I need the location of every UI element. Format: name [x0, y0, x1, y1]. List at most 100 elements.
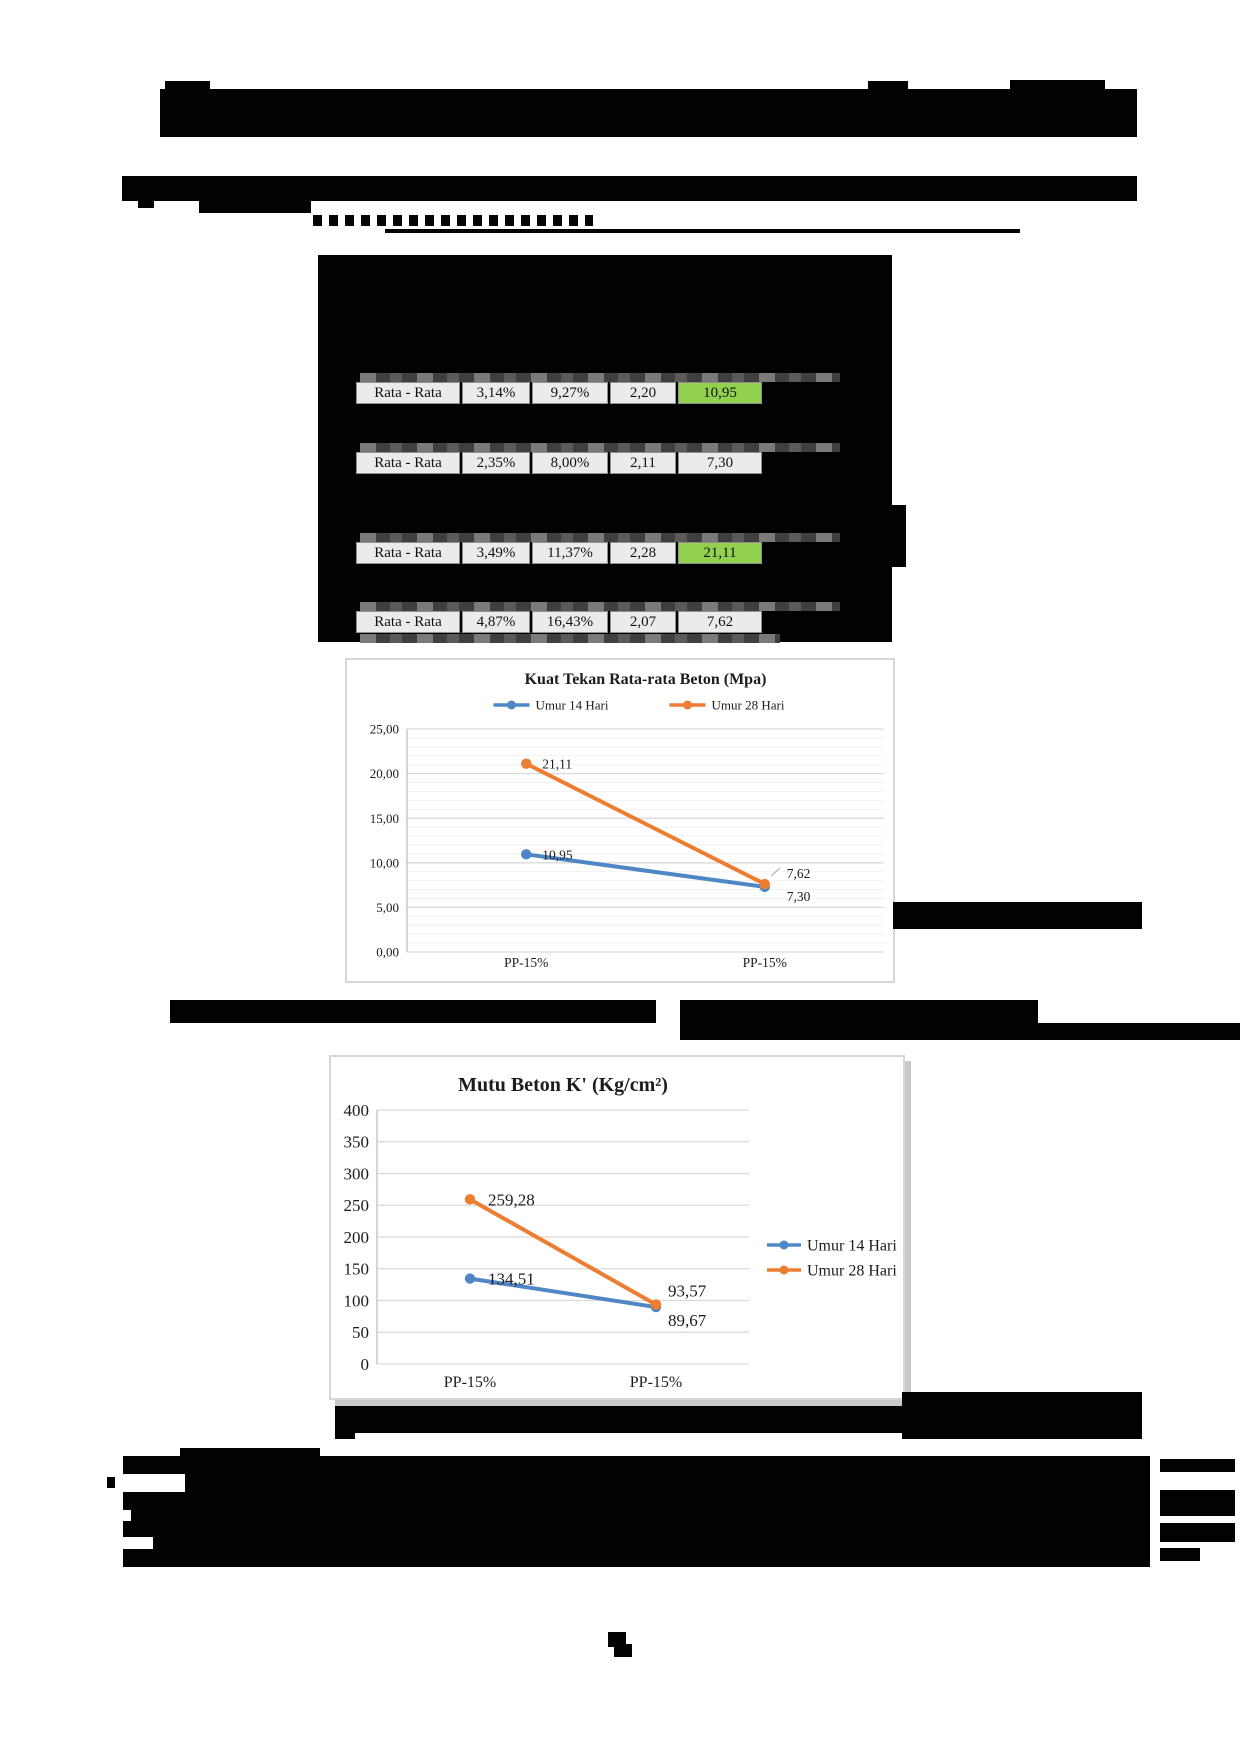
- legend-label: Umur 28 Hari: [807, 1263, 897, 1280]
- legend-label: Umur 14 Hari: [807, 1238, 897, 1255]
- data-label: 89,67: [668, 1311, 707, 1330]
- table-cell: 3,49%: [462, 542, 530, 564]
- series-line: [469, 1276, 657, 1310]
- redacted-right-column-bar: [1160, 1459, 1235, 1472]
- x-category-label: PP-15%: [504, 955, 548, 970]
- legend-label: Umur 28 Hari: [712, 698, 785, 713]
- data-label: 7,30: [787, 889, 811, 904]
- data-point-marker: [759, 878, 770, 890]
- table-cell: 11,37%: [532, 542, 608, 564]
- table-row-label: Rata - Rata: [356, 542, 460, 564]
- table-cell: 10,95: [678, 382, 762, 404]
- body-block-gap: [123, 1537, 153, 1549]
- redacted-dotted-leader: [313, 215, 593, 226]
- table-row-label: Rata - Rata: [356, 452, 460, 474]
- legend-marker-dot: [683, 700, 692, 710]
- table-cell: 3,14%: [462, 382, 530, 404]
- data-label: 7,62: [787, 866, 811, 881]
- mutu-beton-chart: 0 50 100 150 200 250 300 350 400 PP-15% PP-15% 134,…: [344, 1074, 898, 1391]
- y-tick-label: 5,00: [376, 900, 399, 915]
- series-line: [469, 1197, 657, 1307]
- redacted-row-smudge: [360, 533, 840, 542]
- y-tick-label: 100: [344, 1291, 370, 1310]
- redacted-right-column-bar: [1160, 1523, 1235, 1542]
- redacted-row-smudge: [360, 443, 840, 452]
- redacted-row-smudge: [360, 602, 840, 611]
- redacted-margin-bar: [893, 902, 1142, 929]
- redacted-row-smudge: [360, 634, 780, 643]
- redacted-paragraph-line: [122, 176, 1137, 201]
- table-cell: 7,62: [678, 611, 762, 633]
- legend-label: Umur 14 Hari: [536, 698, 609, 713]
- redacted-page-number: [608, 1632, 626, 1647]
- redacted-body-block: [123, 1456, 1150, 1567]
- label-leader-line: [770, 867, 781, 877]
- redacted-rule: [385, 229, 1020, 233]
- table-cell: 2,20: [610, 382, 676, 404]
- table-cell: 8,00%: [532, 452, 608, 474]
- y-tick-label: 25,00: [370, 722, 399, 737]
- y-tick-label: 0: [361, 1355, 370, 1374]
- y-tick-label: 20,00: [370, 766, 399, 781]
- table-cell: 2,28: [610, 542, 676, 564]
- redacted-row-smudge: [360, 373, 840, 382]
- mutu-beton-chart-frame: 0 50 100 150 200 250 300 350 400 PP-15% PP-15% 134,…: [329, 1055, 905, 1400]
- kuat-tekan-chart-frame: 0,00 5,00 10,00 15,00 20,00 25,00 PP-15% PP-15%…: [345, 658, 895, 983]
- table-cell: 4,87%: [462, 611, 530, 633]
- redacted-title-nub: [868, 81, 908, 90]
- table-cell: 2,35%: [462, 452, 530, 474]
- table-cell: 7,30: [678, 452, 762, 474]
- y-tick-label: 150: [344, 1260, 370, 1279]
- redacted-title-nub: [1010, 80, 1105, 90]
- y-tick-label: 250: [344, 1196, 370, 1215]
- series-line: [525, 761, 766, 886]
- redacted-caption-bar: [680, 1023, 1240, 1040]
- y-tick-label: 10,00: [370, 855, 399, 870]
- redacted-caption-bar: [170, 1000, 656, 1023]
- data-point-marker: [464, 1273, 476, 1284]
- redacted-caption-tail: [335, 1430, 355, 1439]
- data-point-marker: [521, 849, 532, 860]
- y-tick-label: 300: [344, 1164, 370, 1183]
- table-cell: 9,27%: [532, 382, 608, 404]
- body-block-gap: [123, 1474, 185, 1492]
- x-category-label: PP-15%: [444, 1374, 496, 1391]
- table-cell: 21,11: [678, 542, 762, 564]
- redacted-body-nub: [180, 1448, 320, 1457]
- data-point-marker: [464, 1194, 476, 1205]
- x-category-label: PP-15%: [743, 955, 787, 970]
- table-row-label: Rata - Rata: [356, 382, 460, 404]
- kuat-tekan-chart: 0,00 5,00 10,00 15,00 20,00 25,00 PP-15% PP-15%…: [370, 671, 884, 970]
- legend-marker-dot: [779, 1240, 789, 1250]
- redacted-title-bar: [160, 89, 1137, 137]
- y-tick-label: 400: [344, 1101, 370, 1120]
- y-tick-label: 350: [344, 1133, 370, 1152]
- series-line: [525, 852, 766, 889]
- data-label: 10,95: [542, 847, 573, 862]
- redacted-right-column-bar: [1160, 1490, 1235, 1516]
- table-cell: 16,43%: [532, 611, 608, 633]
- x-category-label: PP-15%: [630, 1374, 682, 1391]
- table-cell: 2,11: [610, 452, 676, 474]
- redacted-paragraph-line: [199, 198, 311, 213]
- data-label: 134,51: [488, 1270, 535, 1289]
- redacted-page-number: [614, 1644, 632, 1657]
- body-block-gap: [123, 1510, 131, 1521]
- redacted-body-tick: [107, 1477, 115, 1488]
- y-tick-label: 200: [344, 1228, 370, 1247]
- chart-title: Kuat Tekan Rata-rata Beton (Mpa): [525, 671, 767, 688]
- redacted-right-column-bar: [1160, 1548, 1200, 1561]
- chart-title: Mutu Beton K' (Kg/cm²): [458, 1074, 668, 1096]
- data-point-marker: [650, 1299, 662, 1310]
- data-point-marker: [521, 758, 532, 769]
- redacted-caption-bar: [680, 1000, 1038, 1023]
- redacted-table-nub: [892, 505, 906, 567]
- table-row-label: Rata - Rata: [356, 611, 460, 633]
- table-cell: 2,07: [610, 611, 676, 633]
- y-tick-label: 0,00: [376, 945, 399, 960]
- y-tick-label: 15,00: [370, 811, 399, 826]
- legend-marker-dot: [779, 1265, 789, 1275]
- data-label: 93,57: [668, 1282, 707, 1301]
- redacted-paragraph-descender: [138, 200, 154, 208]
